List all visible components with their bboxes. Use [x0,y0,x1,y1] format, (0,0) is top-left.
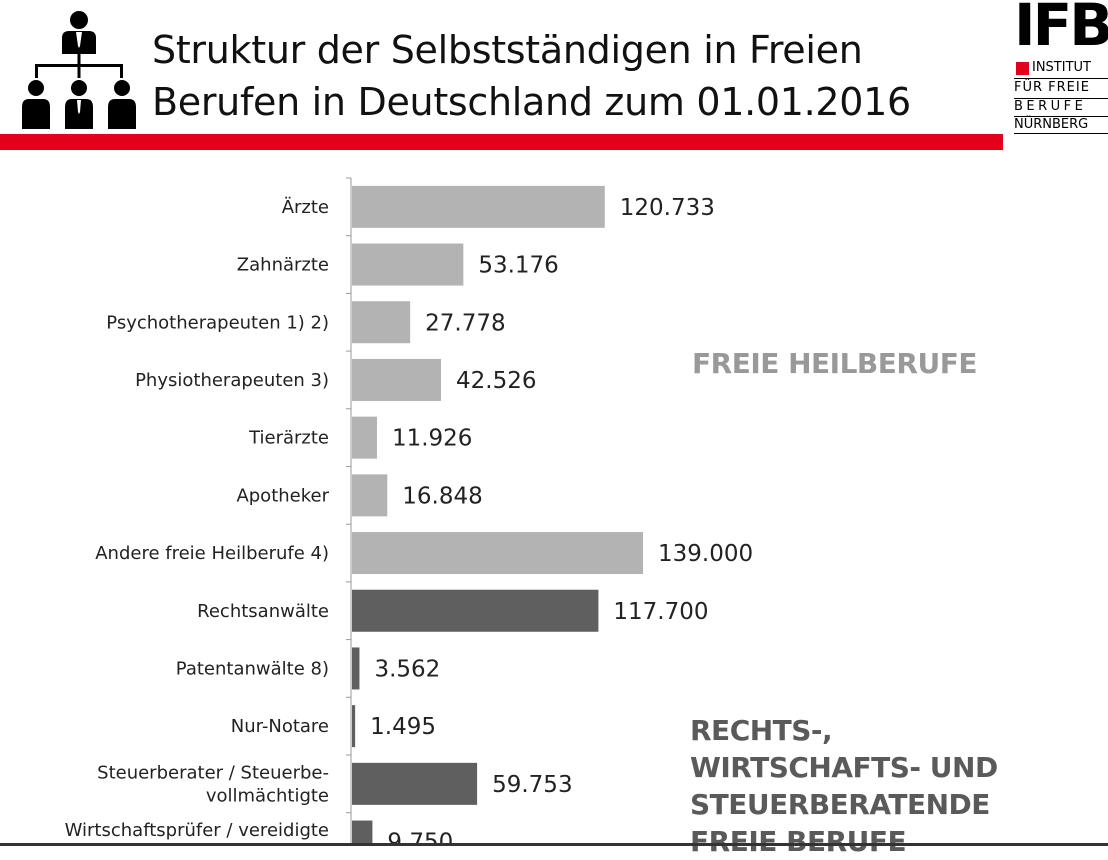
value-label: 59.753 [492,772,572,798]
bar [352,705,356,748]
logo-line-4: NÜRNBERG [1014,116,1108,134]
category-label: Apotheker [236,485,329,506]
value-label: 120.733 [620,195,715,221]
title-line-1: Struktur der Selbstständigen in Freien [152,28,863,72]
logo-mark: IFB [1014,0,1108,59]
header-accent-bar [0,134,1003,150]
value-label: 117.700 [613,599,708,625]
value-label: 3.562 [374,656,440,682]
category-label: Physiotherapeuten 3) [135,370,329,391]
value-label: 27.778 [425,310,505,336]
category-label: Steuerberater / Steuerbe-vollmächtigte [97,762,329,806]
bar [352,647,360,690]
group-label-heilberufe: FREIE HEILBERUFE [692,347,977,380]
bar [352,762,478,805]
logo-red-square [1016,62,1029,75]
ifb-logo: IFB INSTITUT FÜR FREIE BERUFE NÜRNBERG [1014,0,1108,152]
value-label: 139.000 [658,541,753,567]
bar [352,589,599,632]
logo-line-1: INSTITUT [1032,60,1091,75]
category-label: Tierärzte [248,428,329,449]
category-label: Nur-Notare [231,716,329,737]
category-label: Patentanwälte 8) [176,658,329,679]
bar [352,532,643,575]
title-line-2: Berufen in Deutschland zum 01.01.2016 [152,80,911,124]
bottom-rule [0,843,1108,846]
bar [352,416,377,459]
group-label-rechtsberufe: RECHTS-, WIRTSCHAFTS- UND STEUERBERATEND… [690,714,998,858]
bar [352,358,442,401]
bar [352,474,388,517]
category-label: Zahnärzte [237,255,329,276]
value-label: 16.848 [402,483,482,509]
category-label: Rechtsanwälte [197,601,329,622]
logo-line-2: FÜR FREIE [1014,78,1108,96]
page-title: Struktur der Selbstständigen in Freien B… [152,24,911,128]
bar [352,185,605,228]
category-label: Andere freie Heilberufe 4) [95,543,329,564]
value-label: 42.526 [456,368,536,394]
category-label: Ärzte [282,197,329,218]
value-label: 1.495 [370,714,436,740]
value-label: 11.926 [392,426,472,452]
value-label: 53.176 [478,253,558,279]
bar [352,243,464,286]
organization-hierarchy-icon [22,11,136,129]
bar [352,820,373,846]
category-label: Psychotherapeuten 1) 2) [106,312,329,333]
value-label: 9.750 [387,830,453,846]
logo-line-3: BERUFE [1014,98,1108,115]
bar [352,301,411,344]
